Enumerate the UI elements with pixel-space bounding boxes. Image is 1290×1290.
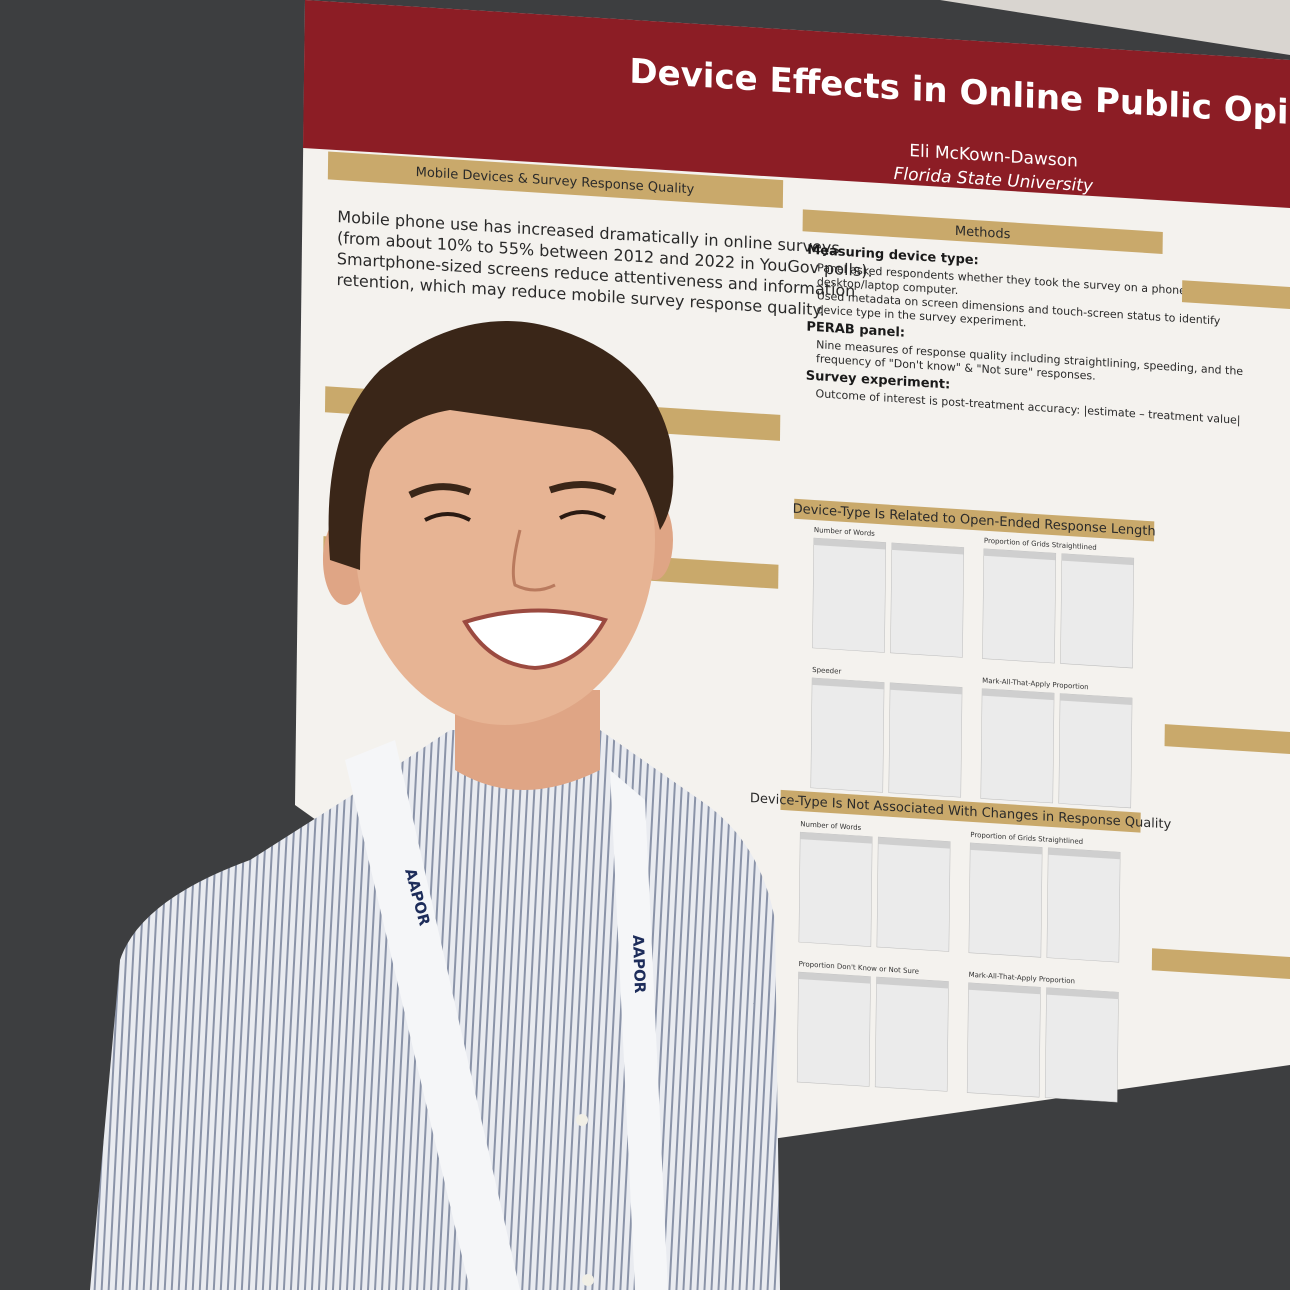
section-heading: Methods (955, 224, 1011, 242)
panel-strip (983, 548, 1056, 561)
background-board (940, 0, 1290, 55)
panel-plot (1060, 553, 1135, 669)
eyebrow (548, 480, 617, 496)
panel-plot (874, 976, 949, 1092)
lanyard-strap (610, 770, 668, 1290)
panel-strip (1061, 553, 1134, 566)
panel-strip (1060, 693, 1133, 706)
lanyard-text: AAPOR (629, 935, 649, 995)
panel-strip (970, 842, 1043, 855)
panel-plot (1058, 693, 1133, 809)
shirt-button (582, 1274, 594, 1286)
shirt-button (576, 1114, 588, 1126)
lanyard-strap (345, 740, 520, 1290)
section-header-bar (802, 209, 1163, 254)
hair (328, 321, 674, 570)
eye (559, 510, 606, 520)
panel-strip (968, 982, 1041, 995)
panel-plot (1046, 847, 1121, 963)
panel-plot (810, 677, 885, 793)
panel-plot (888, 682, 963, 798)
section-header-bar (1181, 280, 1290, 311)
poster-header (303, 0, 1290, 208)
panel-plot (1044, 987, 1119, 1103)
smile (462, 608, 608, 671)
panel-plot (968, 842, 1043, 958)
section-header-bar (1164, 724, 1290, 755)
panel-title: Speeder (812, 666, 841, 676)
panel-strip (1048, 847, 1121, 860)
section-header-bar (1151, 948, 1290, 980)
nose (511, 529, 556, 592)
panel-strip (800, 832, 873, 844)
person: AAPOR AAPOR (90, 321, 780, 1290)
panel-plot (796, 971, 871, 1087)
methods-subheading: PERAB panel: (806, 320, 905, 341)
panel-plot (980, 688, 1055, 804)
section-header-bar (327, 151, 784, 209)
panel-strip (798, 972, 871, 984)
panel-strip (891, 542, 964, 555)
panel-plot (812, 537, 887, 653)
panel-plot (982, 548, 1057, 664)
panel-strip (982, 688, 1055, 701)
panel-strip (812, 677, 885, 690)
panel-plot (798, 831, 873, 947)
panel-title: Number of Words (814, 526, 875, 538)
panel-plot (966, 982, 1041, 1098)
panel-strip (1046, 987, 1119, 1000)
panel-plot (876, 836, 951, 952)
panel-strip (876, 976, 949, 989)
eyebrow (408, 483, 472, 499)
panel-strip (813, 538, 886, 550)
panel-strip (878, 837, 951, 849)
section-header-bar (780, 789, 1141, 833)
panel-title: Number of Words (800, 820, 861, 832)
section-header-bar (794, 498, 1155, 542)
eye (424, 512, 471, 522)
panel-plot (890, 542, 965, 658)
panel-strip (890, 682, 963, 695)
